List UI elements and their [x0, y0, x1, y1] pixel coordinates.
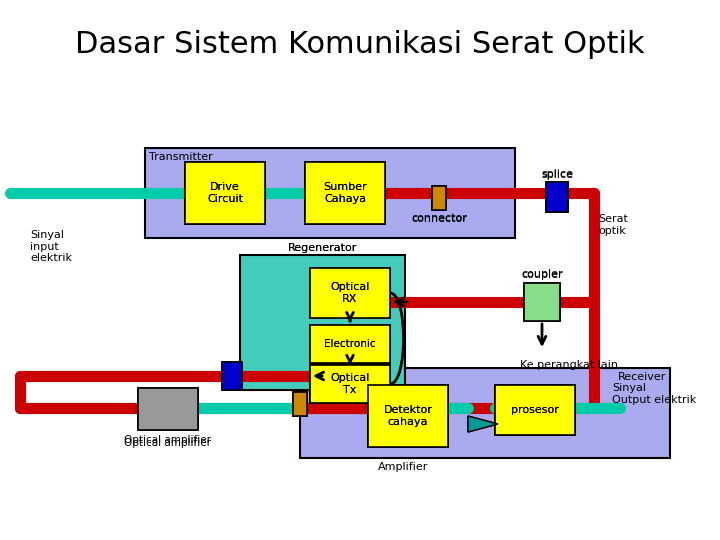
- Bar: [145, 148, 515, 238]
- Bar: [138, 388, 198, 430]
- Bar: [368, 385, 448, 447]
- Text: splice: splice: [541, 170, 573, 180]
- Text: Drive
Circuit: Drive Circuit: [207, 182, 243, 204]
- Bar: [310, 325, 390, 363]
- Bar: [368, 385, 448, 447]
- Text: Optical
Tx: Optical Tx: [330, 373, 369, 395]
- Bar: [310, 365, 390, 403]
- Text: Detektor
cahaya: Detektor cahaya: [384, 405, 433, 427]
- Bar: [310, 268, 390, 318]
- Text: Sumber
Cahaya: Sumber Cahaya: [323, 182, 366, 204]
- Bar: [524, 283, 560, 321]
- Bar: [524, 283, 560, 321]
- Text: splice: splice: [541, 169, 573, 179]
- Text: Sinyal
Output elektrik: Sinyal Output elektrik: [612, 383, 696, 404]
- Text: Optical amplifier: Optical amplifier: [125, 438, 212, 448]
- Bar: [305, 162, 385, 224]
- Bar: [305, 162, 385, 224]
- Text: Optical amplifier: Optical amplifier: [125, 435, 212, 445]
- Bar: [546, 182, 568, 212]
- Text: Drive
Circuit: Drive Circuit: [207, 182, 243, 204]
- Text: Regenerator: Regenerator: [288, 243, 357, 253]
- Bar: [240, 255, 405, 390]
- Bar: [293, 392, 307, 416]
- Text: Optical
RX: Optical RX: [330, 282, 369, 304]
- Bar: [495, 385, 575, 435]
- Text: prosesor: prosesor: [511, 405, 559, 415]
- Text: Optical
RX: Optical RX: [330, 282, 369, 304]
- Bar: [310, 325, 390, 363]
- Text: Optical
Tx: Optical Tx: [330, 373, 369, 395]
- Bar: [495, 385, 575, 435]
- Bar: [300, 368, 670, 458]
- Bar: [293, 392, 307, 416]
- Text: Ke perangkat lain: Ke perangkat lain: [520, 360, 618, 370]
- Text: prosesor: prosesor: [511, 405, 559, 415]
- Bar: [138, 388, 198, 430]
- Text: Sinyal
input
elektrik: Sinyal input elektrik: [30, 230, 72, 263]
- Text: connector: connector: [411, 213, 467, 223]
- Bar: [310, 268, 390, 318]
- Text: Electronic: Electronic: [324, 339, 376, 349]
- Text: Serat
optik: Serat optik: [598, 214, 628, 236]
- Text: coupler: coupler: [521, 270, 563, 280]
- Polygon shape: [468, 416, 498, 432]
- Bar: [222, 362, 242, 390]
- Bar: [546, 182, 568, 212]
- Text: coupler: coupler: [521, 269, 563, 279]
- Text: Amplifier: Amplifier: [378, 462, 428, 472]
- Text: Sumber
Cahaya: Sumber Cahaya: [323, 182, 366, 204]
- Bar: [185, 162, 265, 224]
- Bar: [222, 362, 242, 390]
- Text: Detektor
cahaya: Detektor cahaya: [384, 405, 433, 427]
- Bar: [310, 365, 390, 403]
- Text: Electronic: Electronic: [324, 339, 376, 349]
- Text: Dasar Sistem Komunikasi Serat Optik: Dasar Sistem Komunikasi Serat Optik: [75, 30, 645, 59]
- Text: Transmitter: Transmitter: [149, 152, 212, 162]
- Text: connector: connector: [411, 214, 467, 224]
- Text: Receiver: Receiver: [618, 372, 666, 382]
- Polygon shape: [468, 416, 498, 432]
- Bar: [432, 186, 446, 210]
- Text: Regenerator: Regenerator: [288, 243, 357, 253]
- Bar: [185, 162, 265, 224]
- Bar: [432, 186, 446, 210]
